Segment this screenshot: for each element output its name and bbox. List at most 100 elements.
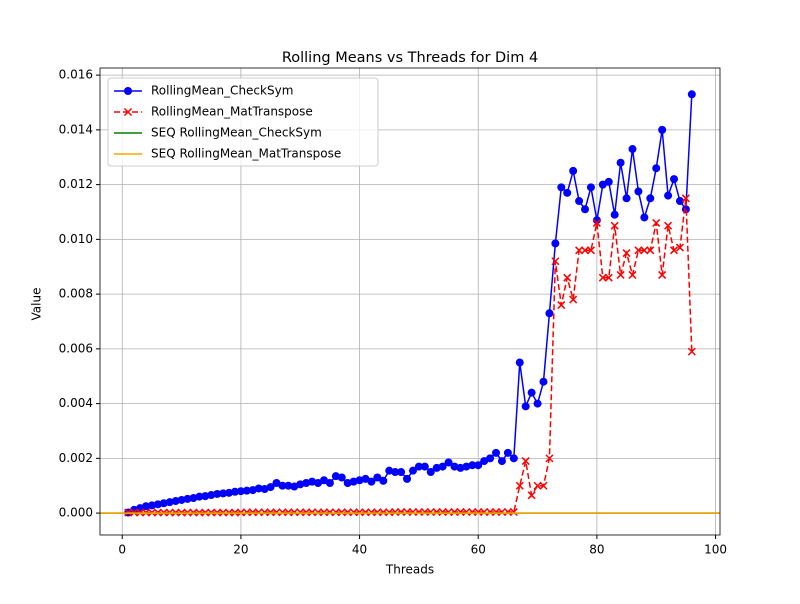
point xyxy=(242,486,251,495)
point xyxy=(551,239,560,248)
point xyxy=(664,221,673,230)
point xyxy=(391,507,400,517)
point xyxy=(586,183,595,192)
point xyxy=(325,508,334,517)
point xyxy=(681,194,690,203)
point xyxy=(219,489,228,498)
point xyxy=(480,457,489,466)
point xyxy=(462,507,471,517)
point xyxy=(586,246,595,255)
point xyxy=(634,246,643,255)
point xyxy=(426,468,435,477)
point xyxy=(598,180,607,189)
x-tick-label: 100 xyxy=(704,543,727,557)
point xyxy=(432,507,441,517)
point xyxy=(474,461,483,470)
point xyxy=(670,175,679,184)
point xyxy=(207,491,216,500)
point xyxy=(503,448,512,457)
point xyxy=(527,491,536,500)
y-tick-label: 0.012 xyxy=(59,177,93,191)
y-tick-label: 0.008 xyxy=(59,287,93,301)
point xyxy=(569,166,578,175)
point xyxy=(314,508,323,517)
point xyxy=(545,454,554,463)
point xyxy=(474,507,483,517)
point xyxy=(492,448,501,457)
point xyxy=(628,145,637,154)
point xyxy=(420,462,429,471)
point xyxy=(308,508,317,517)
point xyxy=(539,377,548,386)
point xyxy=(278,481,287,490)
point xyxy=(213,489,222,498)
point xyxy=(284,508,293,517)
point xyxy=(646,194,655,203)
point xyxy=(575,246,584,255)
legend-label: RollingMean_MatTranspose xyxy=(151,105,313,119)
point xyxy=(141,502,150,511)
point xyxy=(314,478,323,487)
point xyxy=(521,402,530,411)
point xyxy=(486,507,495,517)
point xyxy=(242,508,251,517)
point xyxy=(509,507,518,517)
y-axis-label: Value xyxy=(30,288,44,321)
point xyxy=(183,494,192,503)
point xyxy=(272,478,281,487)
point xyxy=(509,454,518,463)
point xyxy=(598,273,607,282)
point xyxy=(610,210,619,219)
point xyxy=(604,177,613,186)
point xyxy=(201,492,210,501)
point xyxy=(675,243,684,252)
point xyxy=(557,183,566,192)
point xyxy=(391,468,400,477)
point xyxy=(557,301,566,310)
point xyxy=(640,246,649,255)
y-tick-label: 0.016 xyxy=(59,68,93,82)
series-line xyxy=(128,198,693,514)
point xyxy=(236,487,245,496)
point xyxy=(171,497,180,506)
point xyxy=(343,508,352,517)
point xyxy=(403,507,412,517)
point xyxy=(408,507,417,517)
point xyxy=(349,508,358,517)
y-tick-label: 0.010 xyxy=(59,232,93,246)
point xyxy=(450,507,459,517)
point xyxy=(373,508,382,517)
point xyxy=(397,468,406,477)
point xyxy=(533,481,542,490)
y-tick-label: 0.014 xyxy=(59,122,93,136)
x-tick-label: 80 xyxy=(589,543,604,557)
point xyxy=(468,461,477,470)
point xyxy=(284,481,293,490)
point xyxy=(616,270,625,279)
point xyxy=(254,508,263,517)
point xyxy=(361,508,370,517)
point xyxy=(195,492,204,501)
legend-box xyxy=(107,77,379,167)
point xyxy=(497,507,506,517)
point xyxy=(438,462,447,471)
x-tick-label: 0 xyxy=(118,543,126,557)
point xyxy=(646,246,655,255)
point xyxy=(373,473,382,482)
point xyxy=(337,508,346,517)
point xyxy=(652,218,661,227)
point xyxy=(616,158,625,167)
point xyxy=(177,495,186,504)
point xyxy=(539,481,548,490)
point xyxy=(367,508,376,517)
point xyxy=(438,507,447,517)
point xyxy=(153,500,162,509)
point xyxy=(325,478,334,487)
legend: RollingMean_CheckSym RollingMean_MatTrans… xyxy=(107,77,379,167)
point xyxy=(468,507,477,517)
point xyxy=(414,507,423,517)
legend-label: SEQ RollingMean_CheckSym xyxy=(151,126,322,140)
point xyxy=(165,498,174,507)
point xyxy=(355,508,364,517)
point xyxy=(420,507,429,517)
